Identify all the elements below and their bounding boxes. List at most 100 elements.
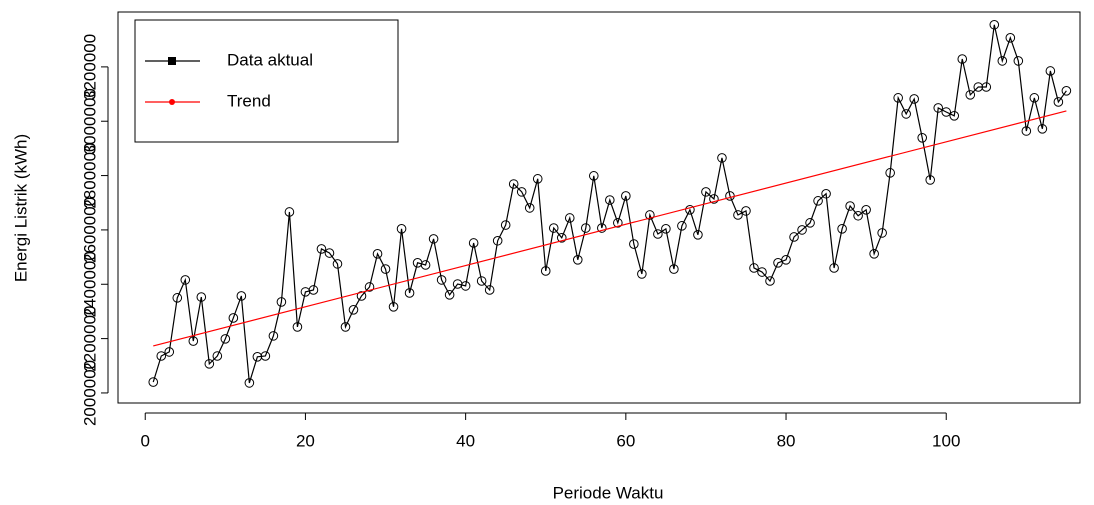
data-point xyxy=(340,322,351,332)
data-point xyxy=(356,291,367,301)
data-point xyxy=(188,336,199,346)
data-point xyxy=(164,347,175,357)
y-tick-label: 2800000 xyxy=(80,142,99,208)
data-point xyxy=(613,218,623,228)
data-point xyxy=(212,351,223,361)
data-point xyxy=(909,94,919,104)
data-point xyxy=(949,110,960,121)
series-line xyxy=(152,24,1067,384)
data-point xyxy=(484,285,495,295)
data-point xyxy=(997,56,1008,66)
data-point xyxy=(260,351,271,361)
x-tick-label: 40 xyxy=(456,431,475,450)
data-point xyxy=(508,179,519,189)
data-point xyxy=(268,331,279,341)
data-point xyxy=(380,264,391,274)
data-point xyxy=(709,194,719,204)
data-point xyxy=(284,207,295,217)
data-point xyxy=(741,206,751,216)
y-tick-label: 2200000 xyxy=(80,306,99,372)
data-point xyxy=(460,281,471,291)
data-point xyxy=(196,292,207,302)
data-point xyxy=(893,93,903,103)
x-tick-label: 20 xyxy=(296,431,315,450)
data-point xyxy=(805,218,815,228)
data-point xyxy=(1053,97,1064,107)
data-point xyxy=(621,191,631,201)
data-point xyxy=(901,109,911,119)
data-point xyxy=(348,305,359,315)
data-point xyxy=(420,260,431,270)
data-point xyxy=(917,133,928,143)
data-point xyxy=(605,195,615,205)
data-point xyxy=(869,249,879,259)
x-tick-label: 100 xyxy=(932,431,960,450)
y-tick-label: 2400000 xyxy=(80,251,99,317)
data-point xyxy=(476,276,487,286)
data-point xyxy=(837,224,847,234)
data-point xyxy=(781,255,791,265)
data-point xyxy=(220,334,231,344)
data-point xyxy=(973,82,984,92)
x-tick-label: 0 xyxy=(140,431,149,450)
data-point xyxy=(645,210,655,220)
data-point xyxy=(677,221,687,231)
data-point xyxy=(1045,66,1056,76)
data-point xyxy=(492,235,503,246)
data-point xyxy=(637,269,647,279)
legend-marker xyxy=(169,99,175,105)
y-tick-label: 2600000 xyxy=(80,197,99,263)
data-point xyxy=(877,228,887,238)
x-tick-label: 60 xyxy=(616,431,635,450)
data-point xyxy=(292,322,303,332)
data-point xyxy=(180,275,191,285)
data-point xyxy=(236,291,247,301)
data-point xyxy=(1061,85,1072,96)
data-point xyxy=(436,275,447,285)
series-line xyxy=(153,110,1067,347)
data-point xyxy=(749,263,759,273)
data-point xyxy=(524,203,535,213)
data-point xyxy=(1029,93,1040,103)
y-tick-label: 3000000 xyxy=(80,88,99,154)
data-point xyxy=(580,223,591,233)
data-point xyxy=(1037,124,1048,134)
data-point xyxy=(765,276,775,286)
data-point xyxy=(981,82,992,92)
data-point xyxy=(332,259,343,269)
data-point xyxy=(821,188,831,199)
data-point xyxy=(548,223,559,233)
data-point xyxy=(597,223,607,233)
legend-label: Data aktual xyxy=(227,50,313,69)
data-point xyxy=(733,210,743,220)
data-point xyxy=(885,168,895,178)
data-point xyxy=(556,232,567,243)
data-point xyxy=(244,378,255,388)
data-point xyxy=(661,224,671,234)
data-point xyxy=(941,107,952,117)
data-point xyxy=(276,297,287,307)
data-point xyxy=(1021,126,1032,136)
data-point xyxy=(588,171,599,181)
data-point xyxy=(156,351,167,361)
data-point xyxy=(228,313,239,323)
data-point xyxy=(500,220,511,230)
data-point xyxy=(629,239,639,249)
legend-marker xyxy=(168,57,176,65)
data-point xyxy=(989,19,1000,30)
data-point xyxy=(516,187,527,197)
data-point xyxy=(1013,56,1024,66)
data-point xyxy=(564,213,575,223)
data-point xyxy=(444,290,455,300)
data-point xyxy=(532,174,543,184)
data-point xyxy=(324,248,335,258)
data-point xyxy=(653,229,663,239)
data-point xyxy=(388,302,399,312)
x-axis-label: Periode Waktu xyxy=(553,483,664,502)
y-tick-label: 3200000 xyxy=(80,34,99,100)
data-point xyxy=(933,103,944,113)
data-point xyxy=(685,205,695,215)
data-point xyxy=(372,249,383,259)
data-point xyxy=(172,293,183,303)
